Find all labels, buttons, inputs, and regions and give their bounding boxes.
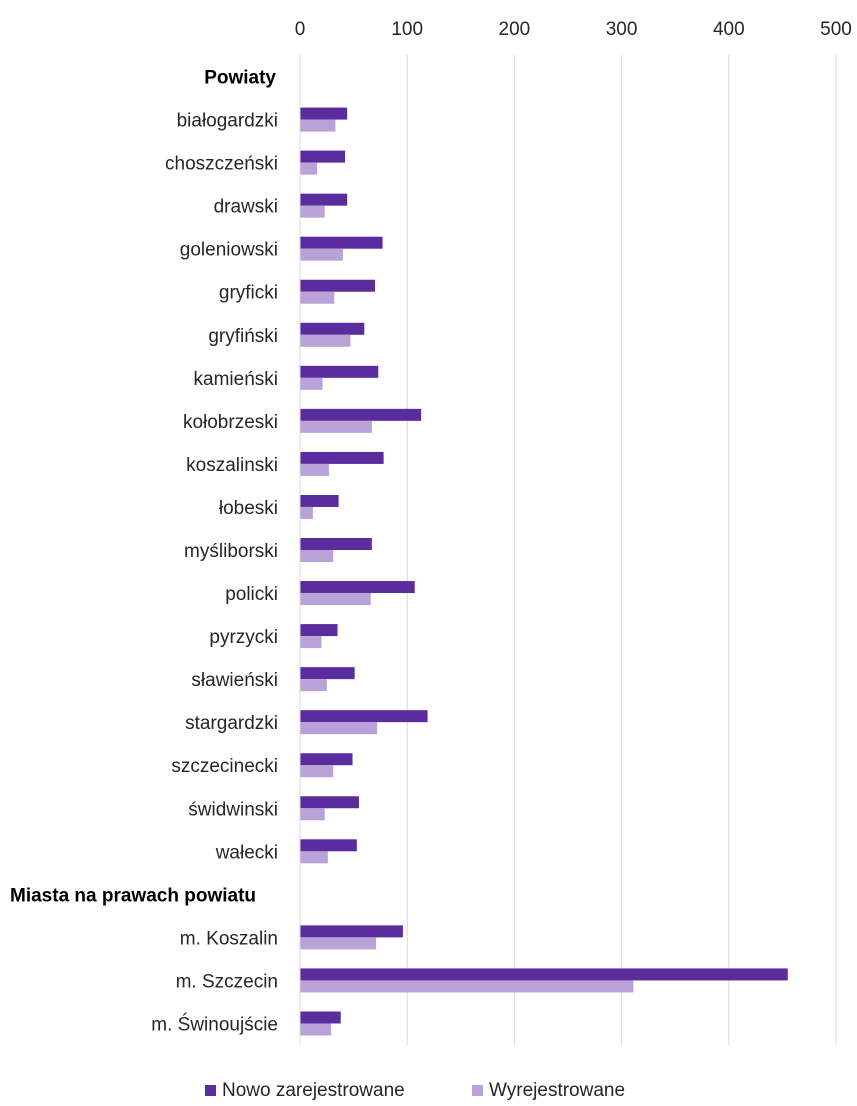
x-tick-label: 300	[606, 19, 638, 40]
bar-nowo-zarejestrowane	[300, 107, 348, 120]
bar-wyrejestrowane	[300, 506, 313, 519]
bar-wyrejestrowane	[300, 636, 322, 649]
bar-nowo-zarejestrowane	[300, 451, 384, 464]
bar-nowo-zarejestrowane	[300, 581, 415, 594]
category-label: białogardzki	[177, 111, 278, 132]
bar-wyrejestrowane	[300, 722, 378, 735]
category-label: kołobrzeski	[183, 412, 278, 433]
legend: Nowo zarejestrowane Wyrejestrowane	[205, 1080, 625, 1101]
category-label: świdwinski	[188, 799, 278, 820]
bar-wyrejestrowane	[300, 334, 351, 347]
legend-swatch	[472, 1085, 483, 1096]
category-labels: Powiaty białogardzki choszczeński drawski go…	[10, 68, 278, 1036]
category-label: pyrzycki	[209, 627, 278, 648]
bar-wyrejestrowane	[300, 550, 334, 562]
bar-wyrejestrowane	[300, 980, 634, 993]
category-label: choszczeński	[165, 154, 278, 175]
bar-nowo-zarejestrowane	[300, 236, 383, 249]
bar-nowo-zarejestrowane	[300, 968, 788, 981]
bar-wyrejestrowane	[300, 765, 334, 778]
group-label: Miasta na prawach powiatu	[10, 885, 256, 906]
bars	[300, 107, 788, 1036]
bar-wyrejestrowane	[300, 162, 318, 175]
x-axis-ticks: 0 100 200 300 400 500	[295, 19, 852, 40]
bar-nowo-zarejestrowane	[300, 710, 428, 723]
x-tick-label: 200	[499, 19, 531, 40]
bar-wyrejestrowane	[300, 377, 323, 390]
bar-wyrejestrowane	[300, 679, 327, 692]
bar-nowo-zarejestrowane	[300, 150, 346, 163]
x-tick-label: 100	[391, 19, 423, 40]
bar-wyrejestrowane	[300, 1023, 332, 1036]
bar-nowo-zarejestrowane	[300, 1011, 341, 1024]
bar-nowo-zarejestrowane	[300, 538, 372, 550]
category-label: goleniowski	[180, 240, 278, 261]
category-label: kamieński	[194, 369, 278, 390]
category-label: wałecki	[215, 842, 278, 863]
bar-nowo-zarejestrowane	[300, 279, 376, 292]
bar-wyrejestrowane	[300, 119, 336, 132]
x-tick-label: 400	[713, 19, 745, 40]
bar-wyrejestrowane	[300, 808, 325, 821]
category-label: gryfiński	[208, 326, 278, 347]
bar-wyrejestrowane	[300, 205, 325, 218]
bar-wyrejestrowane	[300, 937, 377, 950]
legend-label: Wyrejestrowane	[489, 1080, 625, 1101]
category-label: stargardzki	[185, 713, 278, 734]
bar-nowo-zarejestrowane	[300, 753, 353, 766]
bar-nowo-zarejestrowane	[300, 624, 338, 637]
bar-wyrejestrowane	[300, 851, 328, 864]
category-label: koszalinski	[186, 455, 278, 476]
bar-nowo-zarejestrowane	[300, 925, 403, 938]
bar-wyrejestrowane	[300, 420, 372, 433]
legend-swatch	[205, 1085, 216, 1096]
category-label: sławieński	[191, 670, 278, 691]
legend-label: Nowo zarejestrowane	[222, 1080, 405, 1101]
bar-wyrejestrowane	[300, 593, 371, 606]
category-label: policki	[225, 584, 278, 605]
category-label: gryficki	[219, 283, 278, 304]
bar-nowo-zarejestrowane	[300, 193, 348, 206]
bar-wyrejestrowane	[300, 291, 335, 304]
category-label: łobeski	[219, 498, 278, 519]
bar-nowo-zarejestrowane	[300, 408, 422, 421]
x-tick-label: 500	[820, 19, 852, 40]
category-label: m. Świnoujście	[151, 1013, 278, 1035]
bar-nowo-zarejestrowane	[300, 796, 359, 809]
bar-nowo-zarejestrowane	[300, 365, 379, 378]
bar-nowo-zarejestrowane	[300, 322, 365, 335]
bar-wyrejestrowane	[300, 248, 343, 261]
x-tick-label: 0	[295, 19, 306, 40]
bar-nowo-zarejestrowane	[300, 839, 357, 852]
bar-nowo-zarejestrowane	[300, 667, 355, 680]
category-label: m. Szczecin	[176, 971, 278, 992]
category-label: drawski	[214, 197, 278, 218]
category-label: szczecinecki	[171, 756, 278, 777]
gridlines	[406, 55, 837, 1045]
bar-nowo-zarejestrowane	[300, 494, 339, 507]
category-label: m. Koszalin	[180, 928, 278, 949]
bar-wyrejestrowane	[300, 463, 329, 476]
category-label: myśliborski	[184, 541, 278, 562]
group-label: Powiaty	[204, 68, 276, 89]
